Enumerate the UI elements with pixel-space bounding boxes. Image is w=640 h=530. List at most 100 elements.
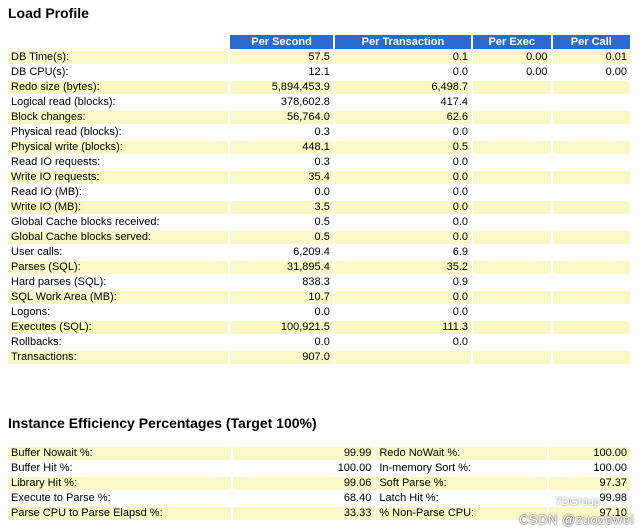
per-transaction-value: 0.9 [334,276,472,289]
metric-label-right: Latch Hit %: [376,492,548,505]
per-second-value: 31,895.4 [230,261,333,274]
per-call-value [552,336,630,349]
per-second-value: 5,894,453.9 [230,81,333,94]
per-transaction-value: 417.4 [334,96,472,109]
table-row: DB CPU(s): 12.1 0.0 0.00 0.00 [8,66,630,79]
per-transaction-value: 0.0 [334,231,472,244]
per-exec-value [473,276,551,289]
metric-value-left: 33.33 [233,507,375,520]
row-label: Redo size (bytes): [8,81,229,94]
row-label: Transactions: [8,351,229,364]
table-row: DB Time(s): 57.5 0.1 0.00 0.01 [8,51,630,64]
metric-label-left: Buffer Nowait %: [8,447,232,460]
per-call-value [552,81,630,94]
metric-label-right: Soft Parse %: [376,477,548,490]
per-call-value [552,156,630,169]
table-row: Buffer Nowait %: 99.99 Redo NoWait %: 100.0… [8,447,630,460]
table-row: Logons: 0.0 0.0 [8,306,630,319]
per-transaction-value: 35.2 [334,261,472,274]
row-label: Logical read (blocks): [8,96,229,109]
per-transaction-value: 0.0 [334,336,472,349]
per-call-value: 0.00 [552,66,630,79]
table-row: Read IO requests: 0.3 0.0 [8,156,630,169]
per-second-value: 907.0 [230,351,333,364]
per-second-value: 3.5 [230,201,333,214]
watermark-group: 7DGroup [555,496,600,508]
instance-efficiency-title: Instance Efficiency Percentages (Target … [8,415,317,431]
per-second-value: 56,764.0 [230,111,333,124]
metric-label-left: Parse CPU to Parse Elapsd %: [8,507,232,520]
row-label: Logons: [8,306,229,319]
per-exec-value: 0.00 [473,66,551,79]
per-exec-value [473,156,551,169]
per-call-value [552,321,630,334]
per-exec-value [473,336,551,349]
per-exec-value [473,201,551,214]
metric-label-right: Redo NoWait %: [376,447,548,460]
header-blank-cell [8,35,228,49]
per-transaction-value: 0.5 [334,141,472,154]
per-second-value: 0.5 [230,216,333,229]
metric-label-right: In-memory Sort %: [376,462,548,475]
per-call-value [552,171,630,184]
per-exec-value: 0.00 [473,51,551,64]
per-exec-value [473,231,551,244]
header-per-exec: Per Exec [473,35,551,49]
row-label: Global Cache blocks served: [8,231,229,244]
per-transaction-value: 0.0 [334,291,472,304]
table-header-row: Per Second Per Transaction Per Exec Per … [8,35,630,49]
per-transaction-value: 0.1 [334,51,472,64]
per-transaction-value: 0.0 [334,171,472,184]
table-row: Rollbacks: 0.0 0.0 [8,336,630,349]
metric-label-left: Library Hit %: [8,477,232,490]
row-label: Read IO requests: [8,156,229,169]
per-exec-value [473,141,551,154]
per-second-value: 0.0 [230,306,333,319]
per-call-value [552,201,630,214]
per-second-value: 0.0 [230,336,333,349]
row-label: Hard parses (SQL): [8,276,229,289]
table-row: Block changes: 56,764.0 62.6 [8,111,630,124]
table-row: Hard parses (SQL): 838.3 0.9 [8,276,630,289]
per-second-value: 100,921.5 [230,321,333,334]
table-row: Physical write (blocks): 448.1 0.5 [8,141,630,154]
per-call-value [552,306,630,319]
per-second-value: 0.3 [230,126,333,139]
per-call-value [552,231,630,244]
watermark-csdn: CSDN @zuozewei [519,512,634,527]
per-transaction-value: 0.0 [334,126,472,139]
per-exec-value [473,126,551,139]
metric-value-right: 99.98 [549,492,630,505]
per-exec-value [473,246,551,259]
per-call-value [552,216,630,229]
row-label: DB Time(s): [8,51,229,64]
per-second-value: 0.0 [230,186,333,199]
per-call-value: 0.01 [552,51,630,64]
per-exec-value [473,321,551,334]
metric-value-left: 68.40 [233,492,375,505]
metric-value-right: 97.10 [549,507,630,520]
table-row: Global Cache blocks received: 0.5 0.0 [8,216,630,229]
row-label: Parses (SQL): [8,261,229,274]
per-exec-value [473,171,551,184]
metric-value-left: 99.06 [233,477,375,490]
header-per-second: Per Second [230,35,333,49]
table-row: Write IO requests: 35.4 0.0 [8,171,630,184]
per-transaction-value: 0.0 [334,66,472,79]
per-transaction-value: 0.0 [334,201,472,214]
table-row: Read IO (MB): 0.0 0.0 [8,186,630,199]
row-label: Global Cache blocks received: [8,216,229,229]
per-exec-value [473,291,551,304]
table-row: Write IO (MB): 3.5 0.0 [8,201,630,214]
metric-value-right: 100.00 [549,462,630,475]
metric-label-left: Execute to Parse %: [8,492,232,505]
per-transaction-value: 62.6 [334,111,472,124]
per-second-value: 57.5 [230,51,333,64]
table-row: Transactions: 907.0 [8,351,630,364]
table-row: Parse CPU to Parse Elapsd %: 33.33% Non-P… [8,507,630,520]
per-exec-value [473,186,551,199]
per-call-value [552,261,630,274]
per-exec-value [473,351,551,364]
per-call-value [552,96,630,109]
metric-value-left: 99.99 [233,447,375,460]
